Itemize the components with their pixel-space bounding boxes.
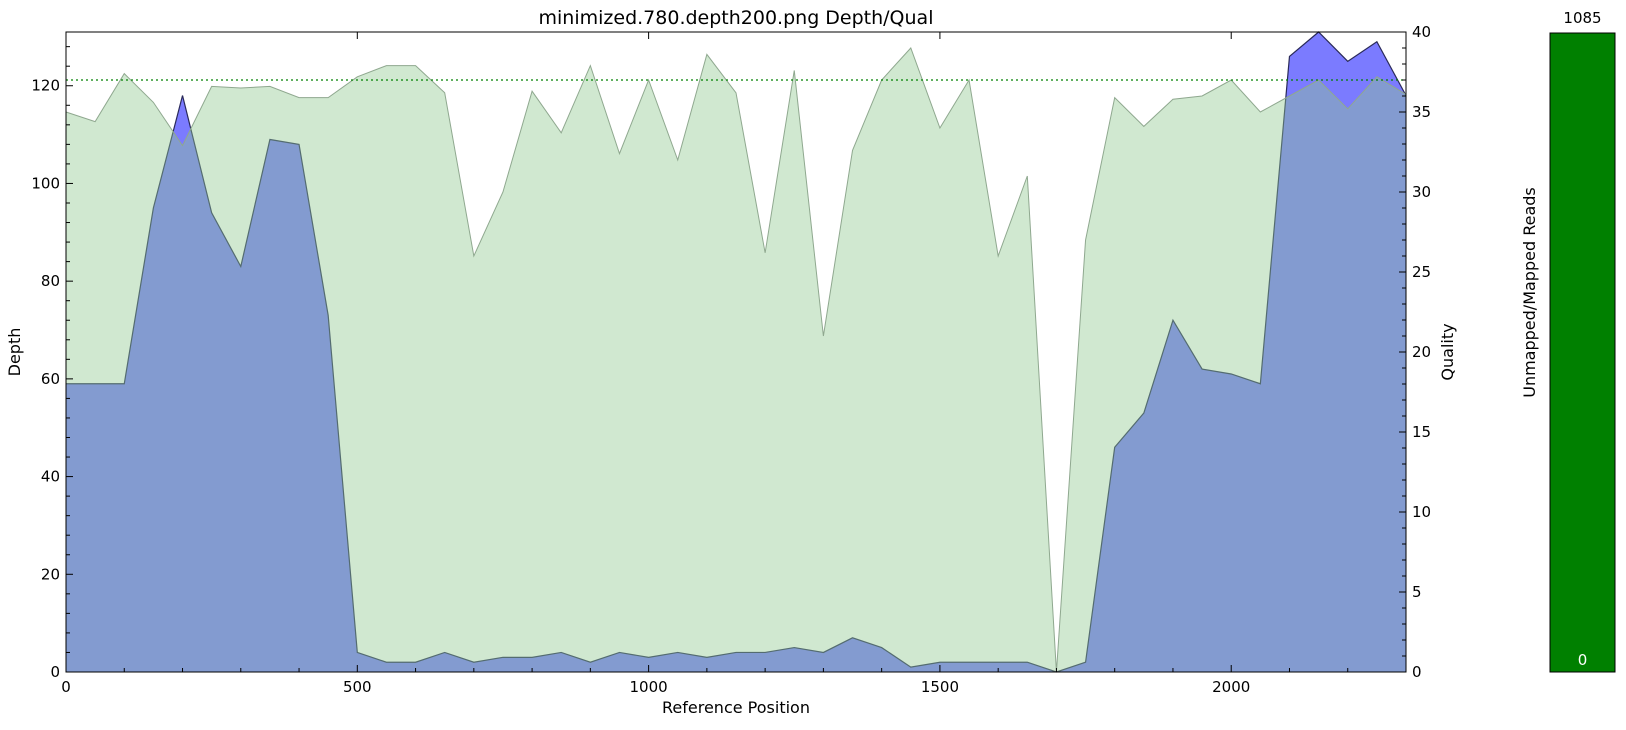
x-tick-label: 1500 xyxy=(921,678,959,696)
reads-plot-frame xyxy=(1549,32,1616,673)
chart-title: minimized.780.depth200.png Depth/Qual xyxy=(539,7,934,29)
reads-bottom-label: 0 xyxy=(1578,651,1588,669)
x-axis-title: Reference Position xyxy=(662,698,810,717)
y2-tick-label: 5 xyxy=(1412,583,1422,601)
y2-tick-label: 40 xyxy=(1412,23,1431,41)
depth-area xyxy=(66,32,1406,672)
y2-tick-label: 25 xyxy=(1412,263,1431,281)
y-tick-label: 80 xyxy=(41,272,60,290)
mapped-reads-bar xyxy=(1550,33,1615,672)
y-tick-label: 20 xyxy=(41,565,60,583)
axis-ticks: 0 500 1000 1500 2000 0 20 40 60 80 100 120 0 5 10 15 20 2… xyxy=(31,23,1431,696)
reads-axis-title: Unmapped/Mapped Reads xyxy=(1520,187,1539,398)
x-tick-label: 500 xyxy=(343,678,372,696)
x-tick-label: 2000 xyxy=(1212,678,1250,696)
depth-line xyxy=(66,31,1407,673)
x-tick-label: 0 xyxy=(61,678,71,696)
data-areas xyxy=(65,31,1407,673)
y-tick-label: 60 xyxy=(41,370,60,388)
y2-tick-label: 35 xyxy=(1412,103,1431,121)
x-tick-label: 1000 xyxy=(630,678,668,696)
y2-tick-label: 15 xyxy=(1412,423,1431,441)
y-axis-title: Depth xyxy=(5,328,24,377)
y2-tick-label: 0 xyxy=(1412,663,1422,681)
reads-bars xyxy=(1550,33,1615,672)
y2-tick-label: 30 xyxy=(1412,183,1431,201)
y2-tick-label: 10 xyxy=(1412,503,1431,521)
y-tick-label: 40 xyxy=(41,468,60,486)
y2-tick-label: 20 xyxy=(1412,343,1431,361)
reads-top-label: 1085 xyxy=(1563,9,1601,27)
quality-line xyxy=(65,47,1407,673)
reads-bar-plot: 1085 0 Unmapped/Mapped Reads xyxy=(1520,9,1616,673)
y-tick-label: 0 xyxy=(50,663,60,681)
depth-quality-plot: 0 500 1000 1500 2000 0 20 40 60 80 100 120 0 5 10 15 20 2… xyxy=(5,7,1457,717)
y-tick-label: 120 xyxy=(31,77,60,95)
y2-axis-title: Quality xyxy=(1438,323,1457,380)
quality-area xyxy=(66,48,1406,672)
y-tick-label: 100 xyxy=(31,174,60,192)
